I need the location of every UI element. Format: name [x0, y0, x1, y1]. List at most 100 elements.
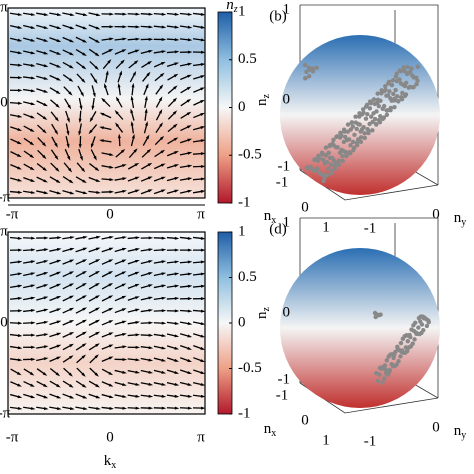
arrow-head	[89, 117, 94, 123]
arrow-head	[121, 271, 127, 275]
star	[382, 88, 387, 94]
arrow-head	[30, 406, 36, 410]
arrow-head	[134, 49, 140, 53]
arrow-head	[200, 99, 205, 104]
star	[362, 135, 367, 141]
arrow-head	[70, 236, 75, 240]
star	[418, 319, 423, 324]
arrow-head	[43, 272, 49, 275]
star	[315, 158, 321, 163]
x-tick-label: 0	[301, 412, 309, 428]
arrow-head	[135, 189, 140, 193]
x-tick-label: -1	[276, 174, 289, 190]
z-axis-label-sub: z	[261, 306, 272, 311]
arrow-head	[82, 295, 87, 299]
star	[357, 114, 362, 119]
arrow-head	[200, 25, 206, 29]
star	[371, 97, 377, 102]
arrow-head	[148, 296, 154, 300]
arrow-head	[43, 102, 48, 107]
arrow-head	[95, 307, 101, 311]
arrow-head	[30, 383, 35, 387]
arrow-head	[158, 109, 163, 114]
arrow-head	[133, 148, 138, 153]
arrow-head	[17, 76, 23, 80]
star	[367, 99, 373, 104]
x-tick-label: 0	[106, 429, 114, 445]
x-axis-label-base: n	[264, 208, 272, 224]
arrow-head	[17, 334, 23, 337]
star	[351, 147, 356, 153]
arrow-head	[108, 247, 114, 251]
star	[378, 114, 383, 119]
arrow-head	[121, 283, 127, 287]
arrow-head	[56, 64, 62, 68]
arrow-head	[55, 372, 61, 377]
arrow-head	[174, 260, 180, 264]
arrow-head	[200, 260, 206, 264]
arrow-head	[82, 343, 87, 347]
arrow-head	[101, 97, 106, 102]
arrow-head	[148, 49, 153, 53]
arrow-head	[43, 248, 49, 252]
star	[389, 82, 395, 88]
arrow-head	[200, 12, 206, 16]
arrow-head	[81, 372, 86, 377]
star	[398, 340, 404, 346]
arrow-head	[17, 153, 22, 158]
arrow-head	[161, 50, 167, 54]
arrow-head	[159, 84, 164, 89]
arrow-head	[42, 372, 48, 376]
arrow-head	[120, 148, 126, 154]
arrow-head	[82, 282, 87, 287]
arrow-head	[174, 321, 180, 325]
y-tick-label: -1	[364, 220, 377, 236]
arrow-head	[148, 236, 154, 240]
arrow-head	[121, 308, 127, 312]
arrow-head	[145, 121, 148, 126]
arrow-head	[200, 75, 206, 79]
arrow-head	[200, 334, 206, 338]
arrow-head	[30, 89, 36, 93]
arrow-head	[144, 95, 148, 101]
star	[394, 78, 400, 84]
y-axis-label: ny	[454, 210, 467, 228]
star	[397, 68, 402, 73]
arrow-head	[148, 272, 153, 276]
arrow-head	[122, 358, 128, 361]
arrow-head	[17, 260, 23, 264]
arrow-head	[187, 346, 193, 350]
arrow-head	[56, 295, 62, 300]
arrow-head	[17, 166, 22, 170]
arrow-head	[56, 39, 62, 42]
y-tick-label: π	[0, 0, 8, 15]
star	[349, 120, 355, 125]
arrow-head	[17, 296, 23, 300]
x-tick-label: π	[197, 429, 205, 445]
arrow-head	[55, 103, 60, 108]
arrow-head	[68, 167, 73, 173]
star	[353, 114, 358, 119]
arrow-head	[134, 162, 140, 167]
star	[414, 81, 419, 87]
arrow-head	[30, 236, 36, 240]
arrow-head	[187, 62, 193, 66]
arrow-head	[200, 297, 206, 301]
arrow-head	[135, 308, 140, 312]
arrow-head	[43, 406, 49, 410]
arrow-head	[56, 332, 62, 336]
arrow-head	[134, 60, 139, 65]
panel-label: (d)	[269, 221, 287, 237]
arrow-head	[95, 259, 101, 263]
x-axis-label: nx	[264, 208, 277, 226]
y-tick-label: 0	[432, 206, 440, 222]
star	[405, 348, 410, 354]
arrow-head	[122, 37, 128, 41]
arrow-head	[99, 112, 105, 116]
arrow-head	[56, 77, 62, 81]
arrow-head	[174, 151, 179, 155]
arrow-head	[43, 383, 48, 388]
star	[353, 120, 359, 125]
arrow-head	[120, 59, 125, 64]
star	[363, 104, 369, 109]
